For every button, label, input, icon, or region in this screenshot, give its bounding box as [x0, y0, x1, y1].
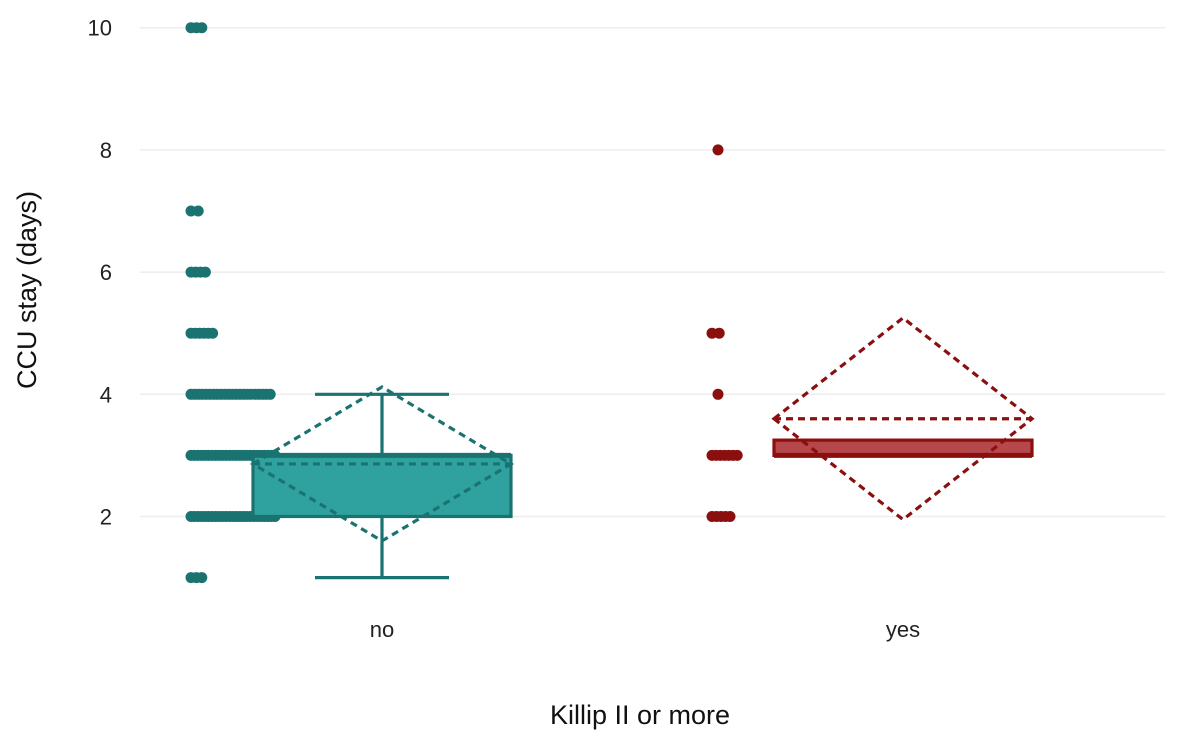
- data-point: [199, 266, 211, 278]
- series-no: [185, 22, 515, 584]
- series-yes: [706, 144, 1035, 522]
- data-point: [724, 511, 736, 522]
- data-point: [264, 388, 276, 400]
- box-no: [251, 453, 513, 519]
- data-marks: [185, 22, 1035, 584]
- y-axis-title: CCU stay (days): [12, 191, 42, 389]
- y-tick-label: 8: [100, 138, 112, 163]
- data-points-no: [185, 22, 281, 584]
- y-tick-label: 6: [100, 260, 112, 285]
- x-axis-title: Killip II or more: [550, 700, 730, 730]
- x-tick-label: no: [370, 617, 394, 642]
- x-axis-ticks: no yes: [370, 617, 920, 642]
- data-point: [196, 572, 208, 584]
- data-points-yes: [706, 144, 743, 522]
- grid-lines: [140, 26, 1165, 518]
- y-tick-label: 10: [88, 16, 112, 41]
- data-point: [192, 205, 204, 217]
- data-point: [712, 388, 724, 400]
- x-tick-label: yes: [886, 617, 920, 642]
- data-point: [713, 327, 725, 339]
- y-axis-ticks: 2 4 6 8 10: [88, 16, 112, 530]
- data-point: [207, 327, 219, 339]
- y-tick-label: 4: [100, 382, 112, 407]
- data-point: [731, 449, 743, 461]
- y-tick-label: 2: [100, 505, 112, 530]
- data-point: [196, 22, 208, 34]
- data-point: [712, 144, 724, 156]
